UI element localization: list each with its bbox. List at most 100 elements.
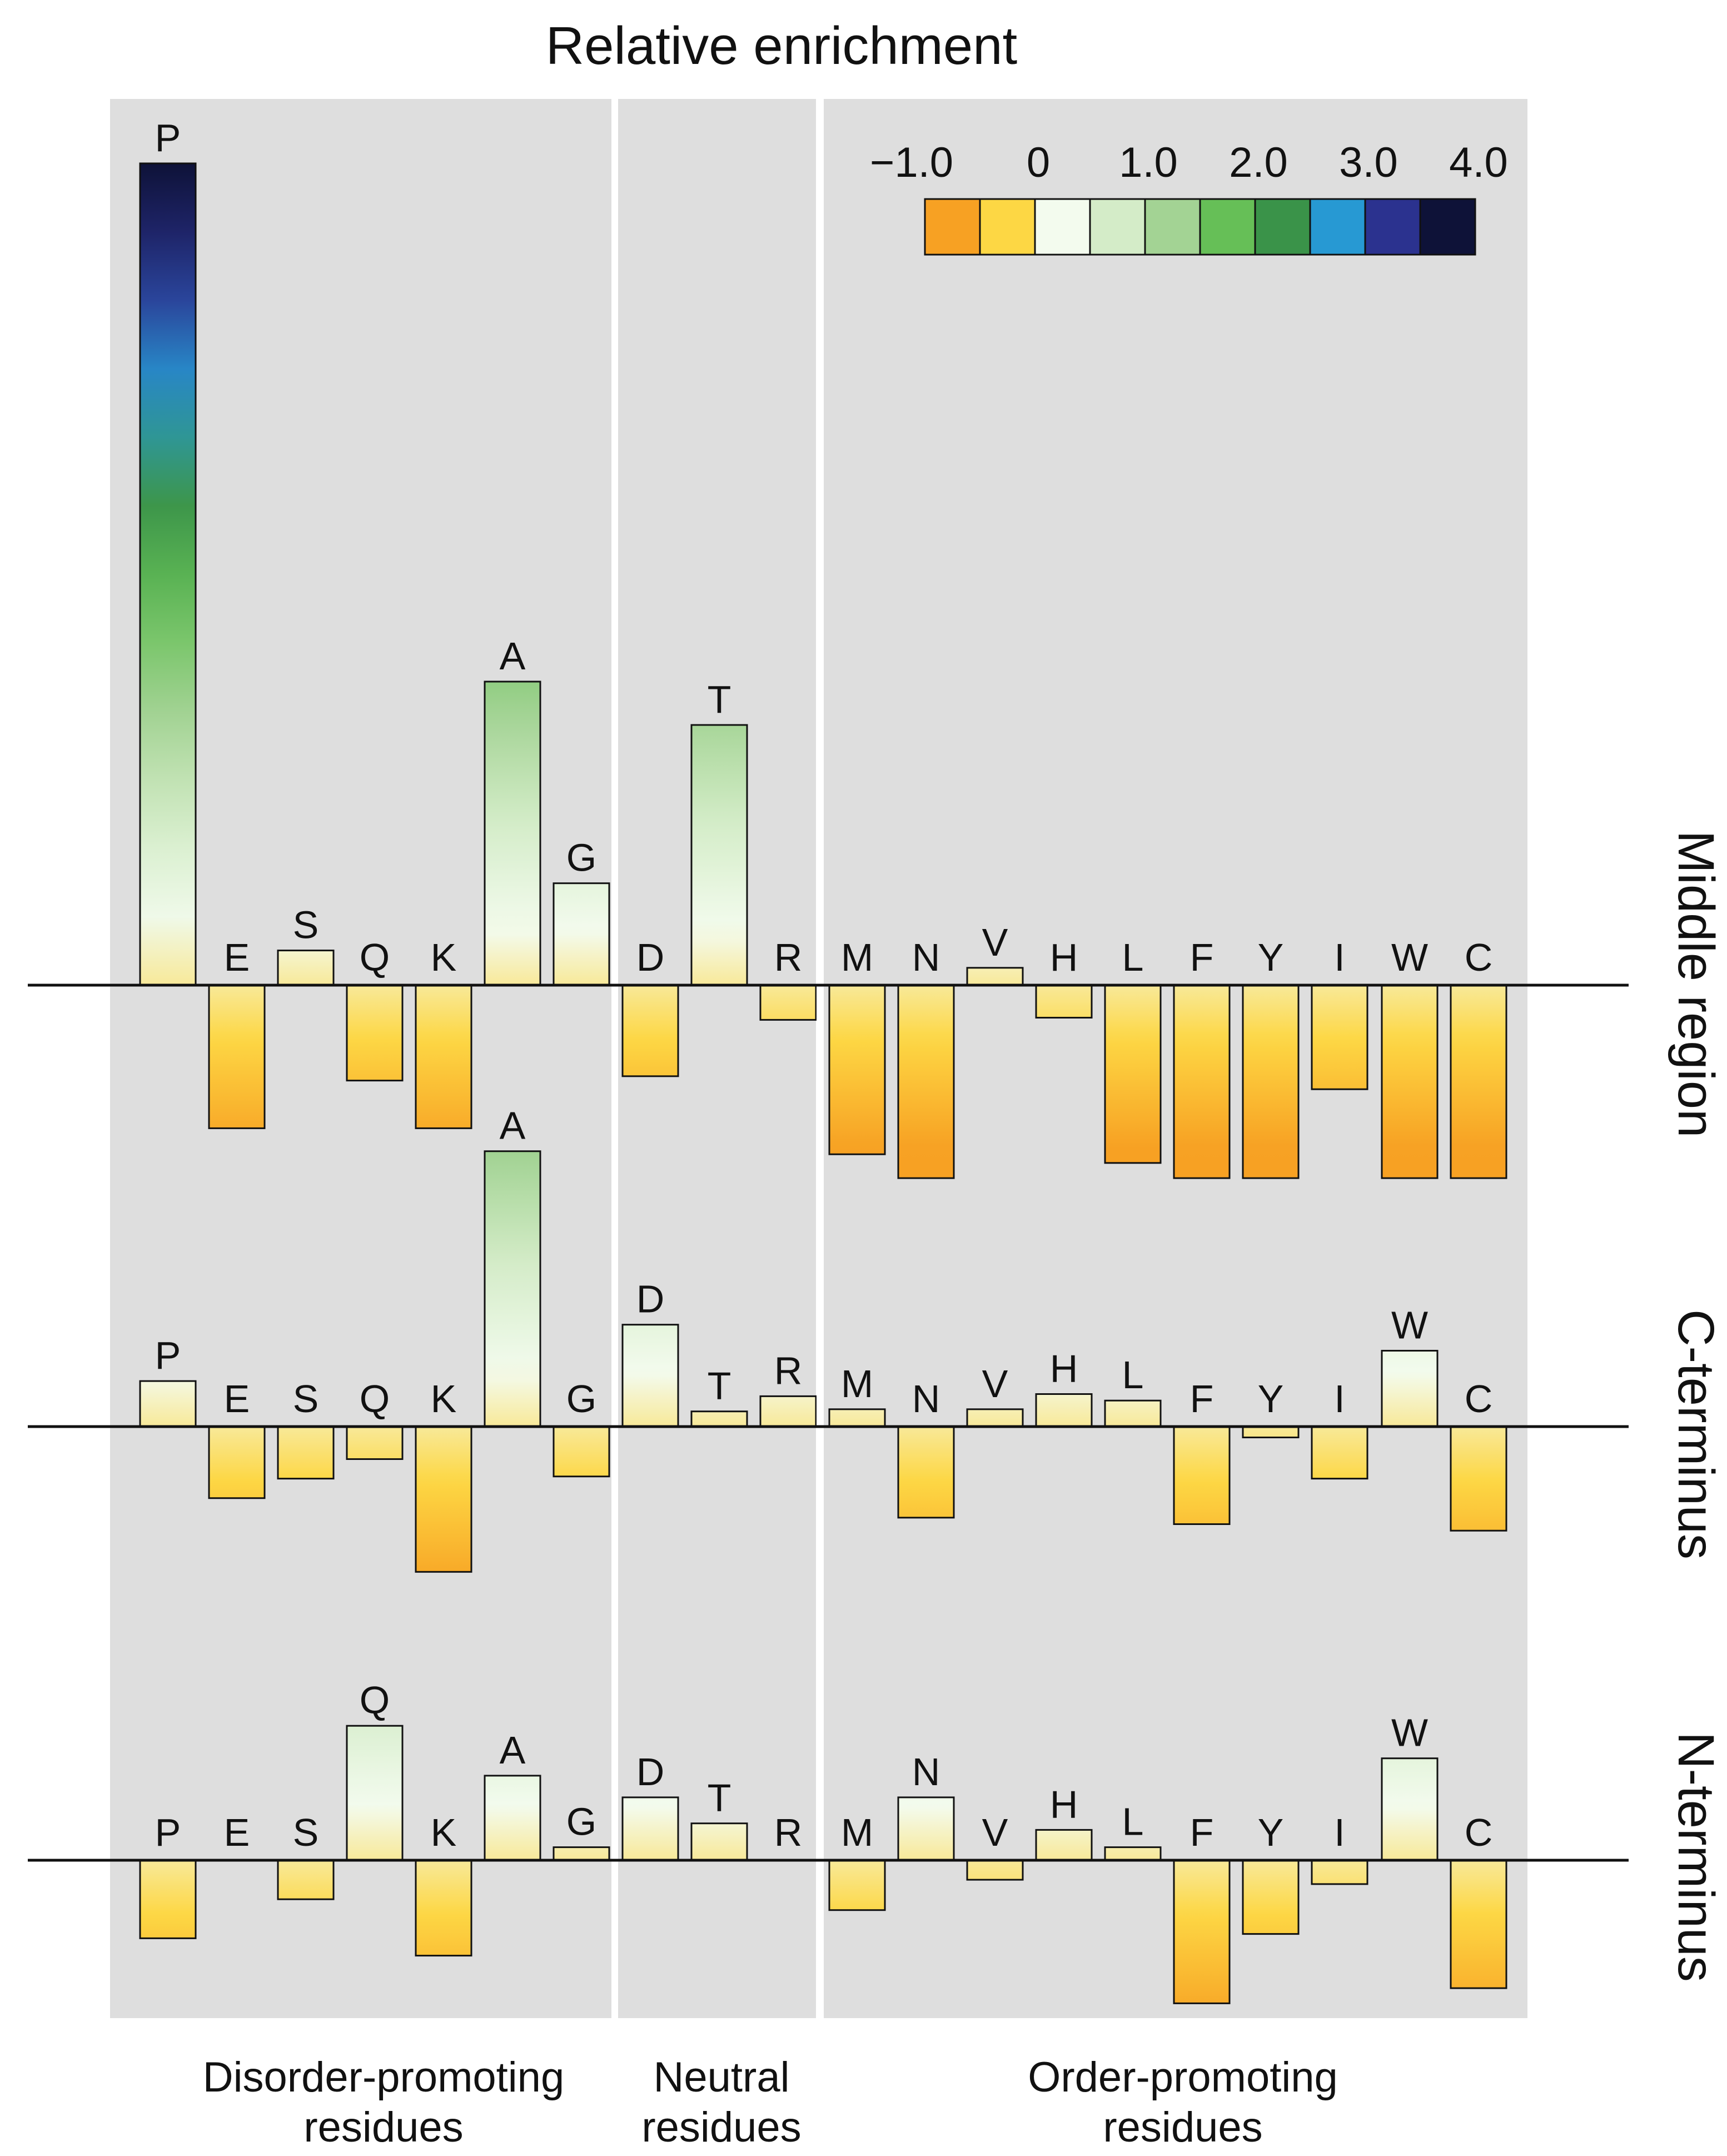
legend-tick-label: 3.0 [1339, 139, 1398, 186]
bar-label: F [1190, 1377, 1214, 1420]
legend-tick-label: 1.0 [1119, 139, 1178, 186]
bar-c-terminus-E [208, 1425, 266, 1499]
bar-label: G [566, 836, 596, 880]
color-scale-legend: −1.0 0 1.0 2.0 3.0 4.0 [870, 139, 1508, 256]
bar-label: K [431, 1811, 457, 1854]
bar-label: Q [360, 1678, 390, 1722]
bar-label: G [566, 1800, 596, 1844]
legend-swatch [1144, 198, 1201, 256]
bar-n-terminus-L [1104, 1846, 1162, 1861]
group-label-order-line2: residues [1103, 2104, 1262, 2151]
bar-label: V [982, 1362, 1008, 1405]
bar-label: W [1391, 1304, 1428, 1347]
bar-n-terminus-K [415, 1859, 472, 1957]
bar-label: E [224, 1811, 250, 1854]
bar-middle-region-E [208, 984, 266, 1129]
bar-c-terminus-V [966, 1408, 1024, 1428]
bar-label: N [912, 1377, 940, 1420]
bar-n-terminus-M [828, 1859, 886, 1911]
bar-label: Q [360, 1377, 390, 1420]
chart-title: Relative enrichment [546, 16, 1017, 76]
bar-middle-region-S [277, 950, 335, 986]
bar-label: T [708, 1776, 731, 1820]
bar-middle-region-Y [1242, 984, 1300, 1179]
group-label-neutral-line2: residues [641, 2104, 801, 2151]
bar-middle-region-V [966, 967, 1024, 986]
bar-label: L [1122, 1800, 1144, 1844]
bar-label: F [1190, 1811, 1214, 1854]
bar-c-terminus-S [277, 1425, 335, 1480]
bar-c-terminus-I [1311, 1425, 1368, 1480]
bar-middle-region-G [553, 882, 610, 986]
bar-middle-region-N [897, 984, 955, 1179]
bar-middle-region-I [1311, 984, 1368, 1090]
bar-label: Y [1258, 1811, 1284, 1854]
bar-n-terminus-F [1173, 1859, 1231, 2004]
bar-c-terminus-G [553, 1425, 610, 1478]
bar-label: S [293, 1377, 319, 1420]
legend-swatch [1419, 198, 1476, 256]
bar-middle-region-H [1035, 984, 1093, 1019]
bar-label: K [431, 1377, 457, 1420]
bar-c-terminus-H [1035, 1393, 1093, 1428]
bar-label: P [155, 1334, 181, 1377]
bar-n-terminus-C [1450, 1859, 1507, 1989]
bar-c-terminus-T [690, 1410, 748, 1428]
bar-label: A [500, 1728, 526, 1772]
legend-swatch [979, 198, 1036, 256]
legend-swatch [1364, 198, 1421, 256]
bar-c-terminus-P [139, 1380, 197, 1428]
bar-label: C [1465, 1377, 1493, 1420]
bar-middle-region-K [415, 984, 472, 1129]
legend-swatch [924, 198, 981, 256]
bar-label: I [1334, 936, 1345, 979]
bar-label: T [708, 678, 731, 721]
bar-middle-region-Q [346, 984, 404, 1082]
bar-n-terminus-S [277, 1859, 335, 1900]
bar-c-terminus-W [1381, 1350, 1439, 1428]
bar-label: R [774, 936, 803, 979]
bar-label: D [636, 1750, 665, 1794]
legend-tick-label: 4.0 [1449, 139, 1508, 186]
legend-tick-label: 0 [1027, 139, 1050, 186]
bar-label: C [1465, 1811, 1493, 1854]
bar-label: I [1334, 1377, 1345, 1420]
bar-middle-region-L [1104, 984, 1162, 1164]
bar-n-terminus-P [139, 1859, 197, 1939]
bar-label: Q [360, 936, 390, 979]
bar-c-terminus-M [828, 1408, 886, 1428]
bar-label: P [155, 116, 181, 160]
bar-label: M [841, 1362, 873, 1405]
row-label-middle-text: Middle region [1668, 831, 1724, 1137]
legend-tick-label: 2.0 [1229, 139, 1288, 186]
bar-label: E [224, 1377, 250, 1420]
bar-c-terminus-L [1104, 1399, 1162, 1428]
bar-n-terminus-A [484, 1775, 541, 1861]
bar-n-terminus-G [553, 1846, 610, 1861]
bar-middle-region-D [621, 984, 679, 1077]
bar-c-terminus-Y [1242, 1425, 1300, 1438]
bar-c-terminus-D [621, 1324, 679, 1428]
bar-middle-region-M [828, 984, 886, 1155]
bar-n-terminus-W [1381, 1757, 1439, 1861]
bar-c-terminus-N [897, 1425, 955, 1519]
baselines [28, 983, 1629, 1862]
bar-n-terminus-H [1035, 1829, 1093, 1861]
bar-label: E [224, 936, 250, 979]
bar-label: N [912, 1750, 940, 1794]
bar-label: T [708, 1364, 731, 1408]
bar-middle-region-P [139, 162, 197, 986]
legend-swatch [1254, 198, 1311, 256]
group-label-disorder-line1: Disorder-promoting [203, 2054, 564, 2101]
bar-label: M [841, 1811, 873, 1854]
row-label-nterm: N-terminus [1668, 1732, 1724, 1982]
bar-label: D [636, 936, 665, 979]
bar-c-terminus-K [415, 1425, 472, 1573]
bar-label: W [1391, 1711, 1428, 1755]
bar-label: S [293, 1811, 319, 1854]
bar-n-terminus-I [1311, 1859, 1368, 1885]
bar-label: L [1122, 1353, 1144, 1397]
bar-label: R [774, 1811, 803, 1854]
